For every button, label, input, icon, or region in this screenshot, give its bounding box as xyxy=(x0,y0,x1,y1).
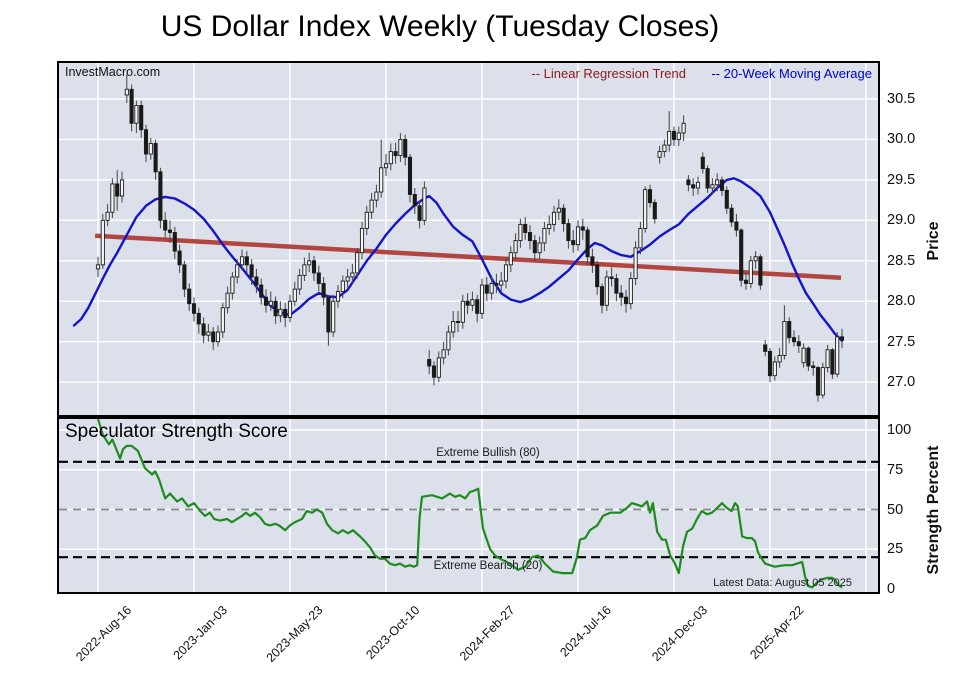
legend-regression-trend: -- Linear Regression Trend xyxy=(531,66,686,81)
strength-tick-label: 75 xyxy=(887,461,904,478)
extreme-bullish-label: Extreme Bullish (80) xyxy=(436,447,540,459)
watermark: InvestMacro.com xyxy=(65,65,161,79)
strength-axis-title: Strength Percent xyxy=(925,445,942,575)
price-tick-label: 29.5 xyxy=(887,171,916,188)
x-tick-label: 2025-Apr-22 xyxy=(746,603,806,663)
x-tick-label: 2024-Dec-03 xyxy=(648,603,710,664)
legend-moving-average: -- 20-Week Moving Average xyxy=(711,66,872,81)
extreme-bearish-label: Extreme Bearish (20) xyxy=(433,560,543,572)
x-tick-label: 2023-Oct-10 xyxy=(362,603,422,663)
price-tick-label: 30.5 xyxy=(887,91,916,107)
strength-panel: Speculator Strength Score Extreme Bullis… xyxy=(57,417,880,594)
x-tick-label: 2024-Jul-16 xyxy=(557,603,614,660)
price-tick-label: 28.0 xyxy=(887,293,916,310)
x-tick-label: 2024-Feb-27 xyxy=(457,603,518,664)
price-tick-label: 29.0 xyxy=(887,212,916,229)
x-tick-label: 2023-May-23 xyxy=(263,603,326,665)
latest-data-label: Latest Data: August 05 2025 xyxy=(713,577,852,589)
price-tick-label: 30.0 xyxy=(887,131,916,148)
x-tick-label: 2022-Aug-16 xyxy=(72,603,134,665)
strength-tick-label: 100 xyxy=(887,422,912,438)
strength-panel-title: Speculator Strength Score xyxy=(65,421,288,442)
x-tick-label: 2023-Jan-03 xyxy=(170,603,230,663)
price-tick-label: 27.0 xyxy=(887,374,916,391)
price-tick-label: 28.5 xyxy=(887,252,916,269)
price-panel: InvestMacro.com -- Linear Regression Tre… xyxy=(57,61,880,417)
strength-tick-label: 50 xyxy=(887,501,904,518)
price-tick-label: 27.5 xyxy=(887,333,916,350)
strength-chart xyxy=(59,419,878,592)
strength-tick-label: 0 xyxy=(887,581,896,597)
price-chart xyxy=(59,63,878,415)
strength-tick-label: 25 xyxy=(887,541,904,558)
page-title: US Dollar Index Weekly (Tuesday Closes) xyxy=(160,10,720,43)
price-axis-title: Price xyxy=(925,221,942,261)
